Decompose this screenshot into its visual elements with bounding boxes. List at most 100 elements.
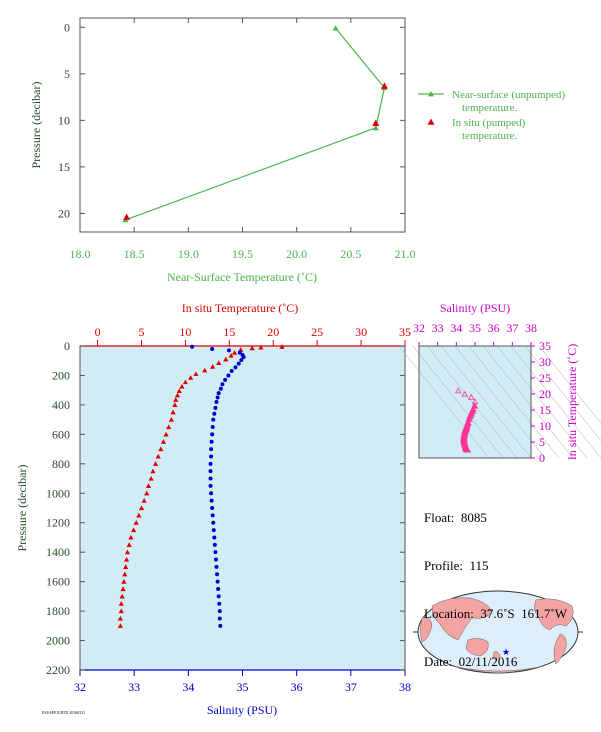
temperature-point <box>238 347 244 352</box>
salinity-point <box>210 432 215 437</box>
temperature-point <box>231 350 238 355</box>
salinity-point <box>209 439 214 444</box>
temperature-point <box>118 601 124 606</box>
ts-point <box>454 387 462 394</box>
p3-salinity-tick-label: 33 <box>432 321 444 335</box>
salinity-point <box>190 344 195 349</box>
salinity-point <box>211 417 216 422</box>
p3-density-contour <box>482 345 574 459</box>
temperature-point <box>133 520 139 525</box>
date: Date: 02/11/2016 <box>424 654 518 669</box>
south-america-landmass <box>553 633 567 665</box>
p2-salinity-tick-label: 37 <box>345 680 357 694</box>
p1-y-axis-label: Pressure (decibar) <box>29 82 43 169</box>
temperature-point <box>249 345 255 351</box>
p1-x-tick-label: 19.5 <box>232 247 253 261</box>
australia-landmass <box>465 638 489 657</box>
temperature-point <box>182 379 189 385</box>
salinity-point <box>213 557 218 562</box>
p3-density-contour <box>454 345 546 459</box>
p1-y-tick-labels: 0 5 10 15 20 <box>58 20 70 220</box>
p3-temperature-tick-label: 30 <box>539 355 551 369</box>
temperature-point <box>176 388 182 393</box>
p3-density-contour <box>468 345 560 459</box>
p2-pressure-axis-label: Pressure (decibar) <box>15 465 29 552</box>
temperature-point <box>117 623 124 628</box>
p3-salinity-tick-label: 37 <box>506 321 518 335</box>
p2-salinity-tick-labels: 32 33 34 35 36 37 38 <box>74 680 411 694</box>
p3-salinity-tick-label: 38 <box>525 321 537 335</box>
temperature-point <box>188 375 194 380</box>
p1-series <box>122 25 388 223</box>
temperature-point <box>170 409 176 415</box>
salinity-point <box>208 483 213 488</box>
p3-temperature-tick-label: 5 <box>539 435 545 449</box>
salinity-point <box>209 498 214 503</box>
asia-landmass <box>431 597 493 641</box>
legend-near-surface-label-2: temperature. <box>462 102 518 114</box>
p1-y-tick-label: 10 <box>58 113 70 127</box>
p2-pressure-tick-label: 600 <box>52 427 70 441</box>
near-surface-point <box>332 25 339 31</box>
p1-x-tick-label: 19.0 <box>178 247 199 261</box>
p2-salinity-tick-label: 32 <box>74 680 86 694</box>
legend-insitu-label: In situ (pumped) <box>452 117 526 129</box>
p2-pressure-tick-label: 1800 <box>46 604 70 618</box>
p2-temperature-tick-label: 15 <box>223 325 235 339</box>
salinity-point <box>208 469 213 474</box>
temperature-point <box>144 490 150 496</box>
legend-near-surface-marker <box>428 91 434 97</box>
ts-diagram: 32 33 34 35 36 37 38 0 5 10 15 20 25 30 35 Salinity (… <box>398 301 601 465</box>
p2-temperature-tick-label: 0 <box>95 325 101 339</box>
p1-legend: Near-surface (unpumped)temperature.In si… <box>418 89 565 142</box>
salinity-point <box>217 601 222 606</box>
p2-series <box>117 344 285 628</box>
p2-salinity-tick-label: 35 <box>237 680 249 694</box>
p3-temperature-tick-label: 10 <box>539 419 551 433</box>
salinity-point <box>216 391 221 396</box>
p3-salinity-tick-label: 35 <box>469 321 481 335</box>
salinity-point <box>229 369 234 374</box>
p3-temperature-tick-label: 0 <box>539 451 545 465</box>
temperature-point <box>168 417 174 422</box>
salinity-point <box>236 361 241 366</box>
location: Location: 37.6˚S 161.7˚W <box>424 606 567 621</box>
p2-pressure-tick-label: 200 <box>52 368 70 382</box>
p3-temperature-tick-label: 20 <box>539 387 551 401</box>
p3-density-contour <box>496 345 588 459</box>
ts-point <box>463 445 472 453</box>
p2-temperature-tick-label: 35 <box>399 325 411 339</box>
p3-series <box>454 387 479 453</box>
p2-temperature-tick-labels: 0 5 10 15 20 25 30 35 <box>95 325 411 339</box>
footer-text: FSI/APEX/RTD 20160211 <box>42 710 85 715</box>
float-info: Float: 8085 Profile: 115 Location: 37.6˚… <box>424 478 567 686</box>
salinity-point <box>215 579 220 584</box>
temperature-point <box>117 615 124 621</box>
float-number: Float: 8085 <box>424 510 487 525</box>
salinity-point <box>241 355 246 360</box>
p2-pressure-tick-label: 400 <box>52 398 70 412</box>
p3-salinity-tick-labels: 32 33 34 35 36 37 38 <box>413 321 537 335</box>
p3-plot-background <box>418 345 532 459</box>
p1-x-axis-label: Near-Surface Temperature (˚C) <box>167 270 317 284</box>
temperature-point <box>121 579 127 584</box>
near-surface-point <box>372 124 379 131</box>
p1-x-tick-label: 18.5 <box>124 247 145 261</box>
p2-temperature-tick-label: 5 <box>138 325 144 339</box>
temperature-point <box>163 431 169 437</box>
salinity-point <box>215 395 220 400</box>
insitu-point <box>372 119 380 126</box>
salinity-point <box>212 411 217 416</box>
temperature-point <box>152 461 159 466</box>
p1-y-tick-label: 5 <box>64 67 70 81</box>
p3-density-contour <box>510 345 601 459</box>
salinity-point <box>210 513 215 518</box>
temperature-point <box>202 367 208 373</box>
temperature-point <box>179 383 185 389</box>
p2-temperature-tick-label: 20 <box>267 325 279 339</box>
temperature-point <box>138 505 145 511</box>
near-surface-temperature-chart: 18.0 18.5 19.0 19.5 20.0 20.5 21.0 0 5 10 15 20 Ne… <box>29 17 565 284</box>
p3-density-contour <box>412 345 504 459</box>
salinity-point <box>214 399 219 404</box>
